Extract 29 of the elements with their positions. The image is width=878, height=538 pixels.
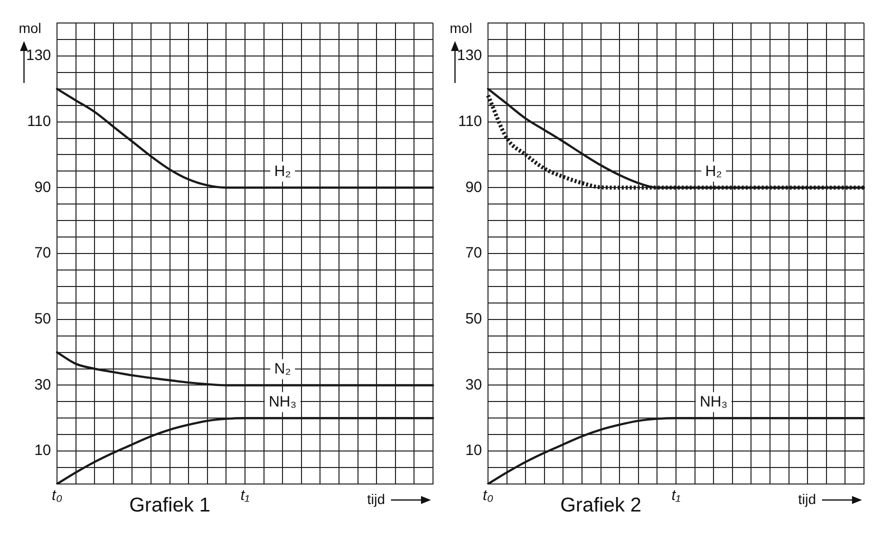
x-tick-label: t₀ — [482, 487, 494, 504]
series-label: NH₃ — [268, 393, 296, 410]
x-tick-label: t₁ — [672, 487, 681, 504]
series-label: N₂ — [274, 360, 292, 378]
x-axis-title: tijd — [367, 490, 385, 507]
y-tick-label: 90 — [34, 178, 52, 196]
y-tick-label: 10 — [465, 442, 482, 460]
y-tick-label: 110 — [458, 112, 482, 130]
x-axis-title: tijd — [798, 490, 816, 507]
y-tick-label: 10 — [34, 442, 52, 460]
y-tick-label: 110 — [27, 112, 52, 130]
y-axis-title: mol — [18, 20, 42, 36]
series-label: NH₃ — [700, 393, 728, 410]
y-tick-label: 130 — [26, 47, 52, 64]
y-tick-label: 30 — [465, 376, 482, 394]
y-tick-label: 130 — [456, 47, 482, 64]
text: Grafiek 2 — [560, 494, 642, 517]
series-label: H₂ — [274, 162, 292, 180]
y-tick-label: 50 — [465, 310, 482, 328]
y-tick-label: 70 — [34, 244, 52, 262]
y-tick-label: 70 — [465, 244, 482, 262]
y-tick-label: 30 — [34, 376, 52, 394]
y-axis-title: mol — [450, 20, 472, 36]
x-tick-label: t₁ — [240, 487, 250, 504]
y-tick-label: 90 — [465, 178, 482, 196]
series-label: H₂ — [705, 162, 722, 180]
y-tick-label: 50 — [34, 310, 52, 328]
text: Grafiek 1 — [129, 494, 210, 517]
x-tick-label: t₀ — [52, 487, 62, 504]
